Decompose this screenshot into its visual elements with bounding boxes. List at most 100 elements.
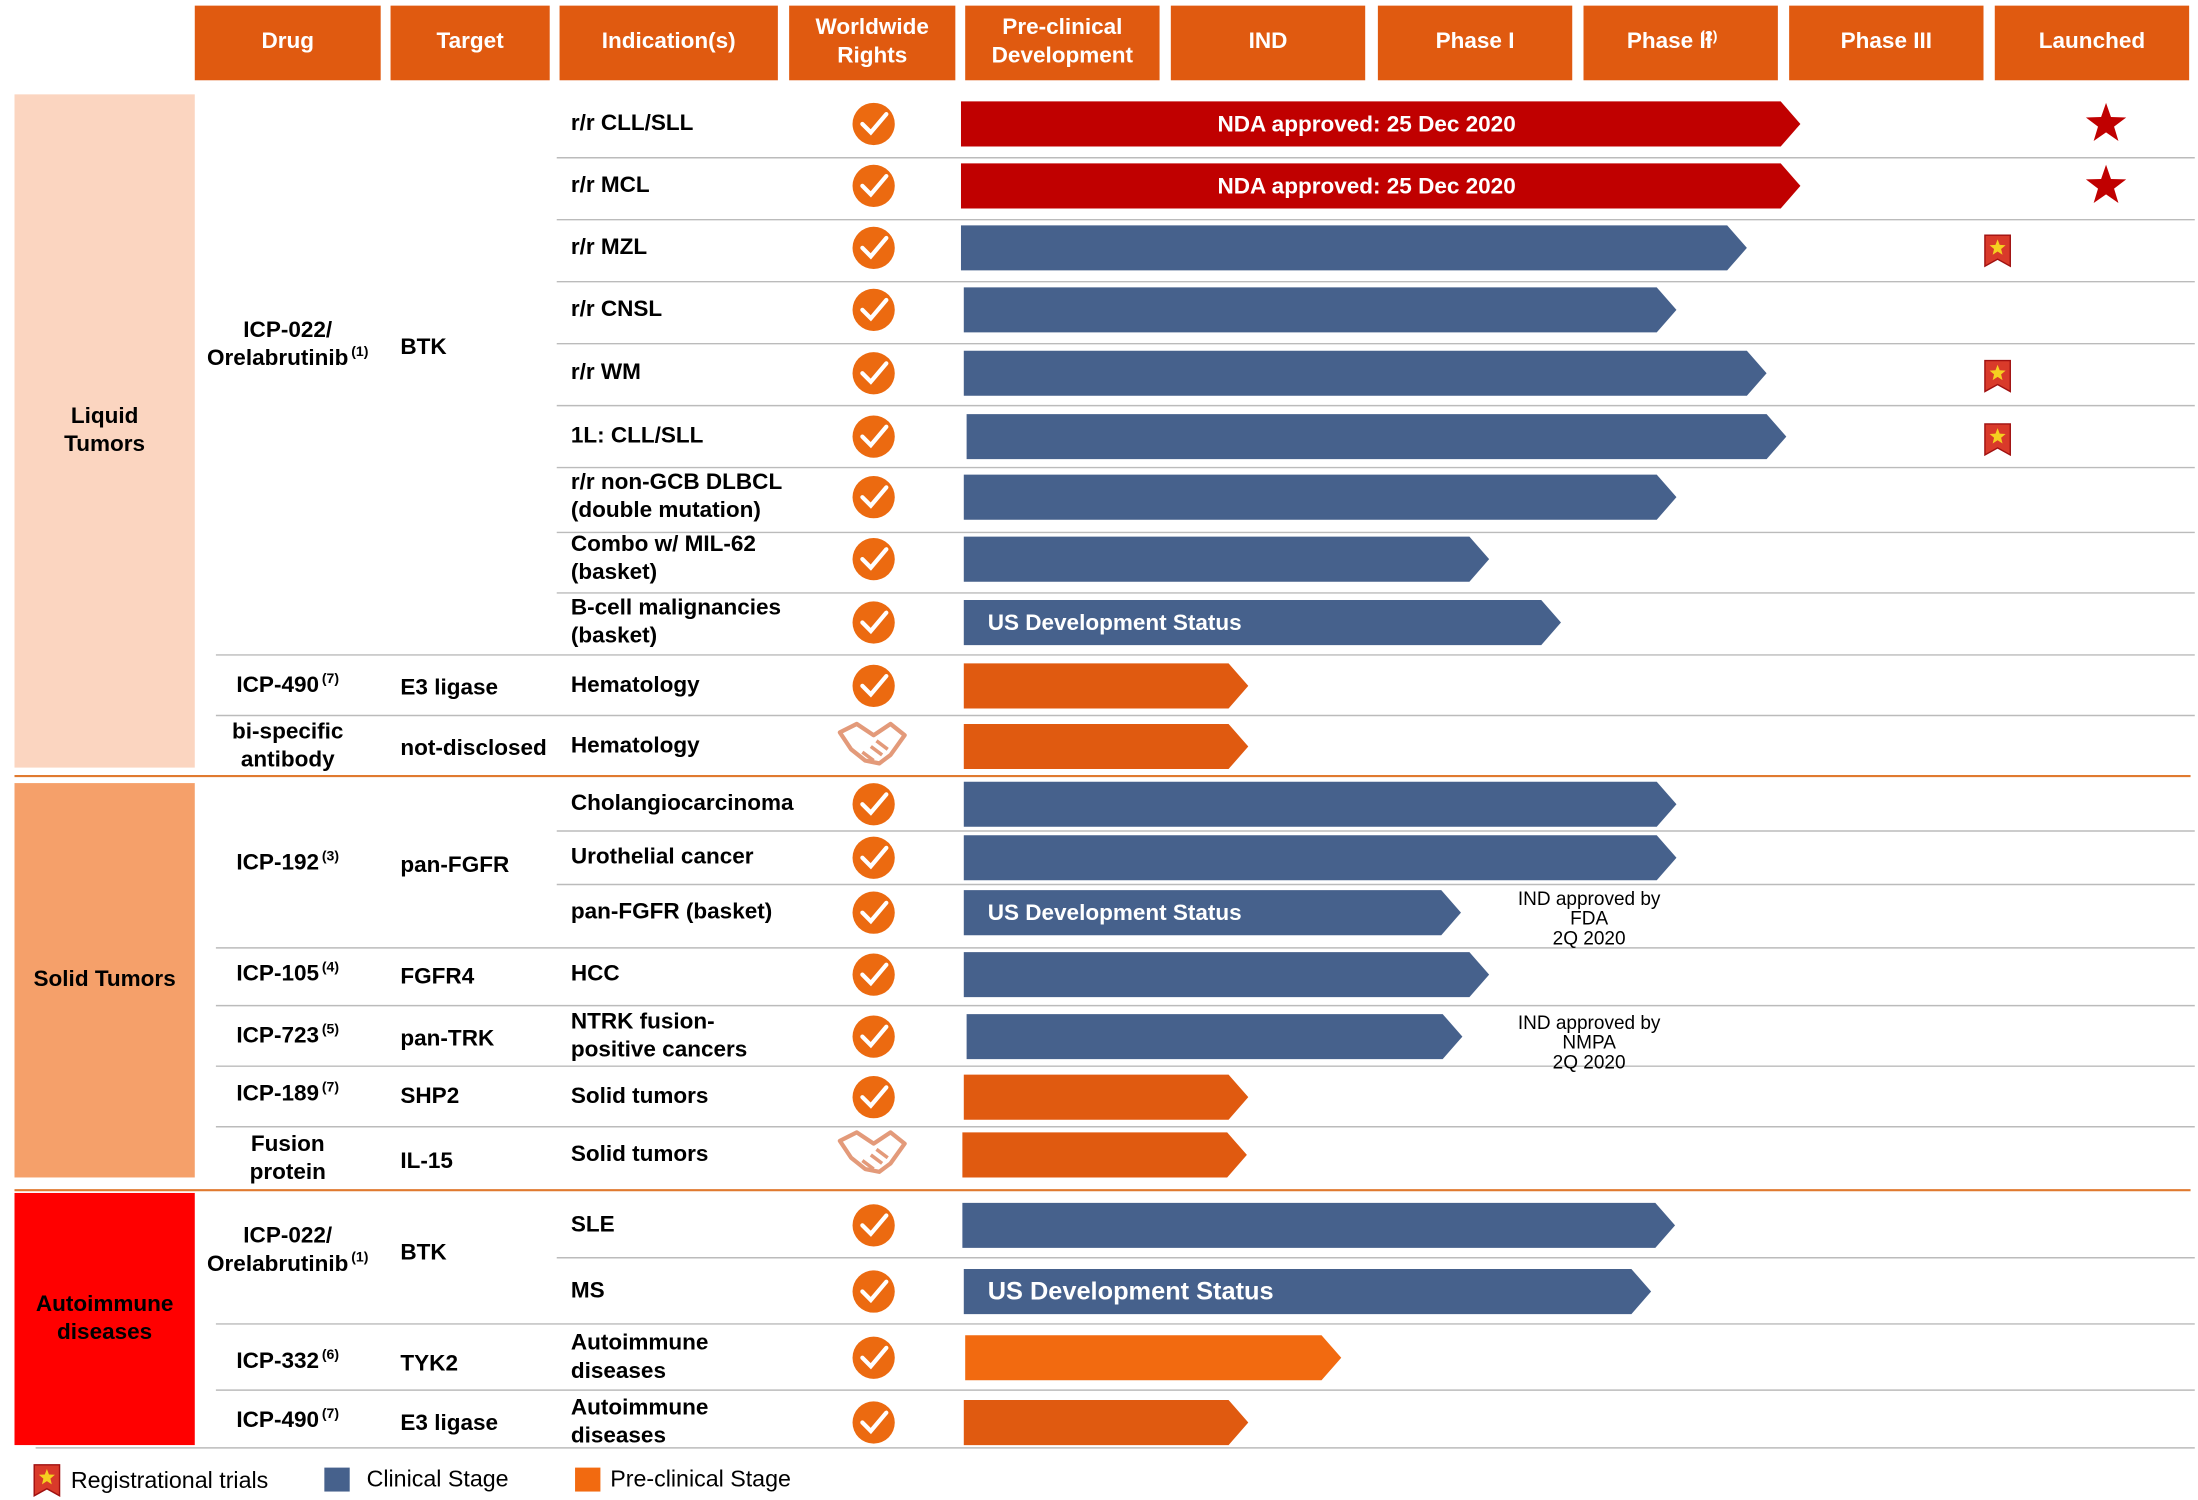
stage-bar xyxy=(963,952,1490,998)
check-icon xyxy=(852,664,895,708)
registrational-star xyxy=(1989,364,2006,381)
stage-bar xyxy=(960,163,1801,209)
drug-name: ICP-490 (7) xyxy=(236,1405,339,1432)
handshake xyxy=(837,721,907,766)
drug-name: ICP-490 (7) xyxy=(236,670,339,697)
stage-bar xyxy=(963,663,1249,709)
check-mark xyxy=(860,111,889,136)
bar-note: 2Q 2020 xyxy=(1553,1052,1626,1073)
drug-name-line: ICP-723 xyxy=(236,1023,319,1048)
drug-target: E3 ligase xyxy=(400,1410,498,1435)
drug-name: ICP-192 (3) xyxy=(236,847,339,874)
check-icon xyxy=(852,1076,895,1119)
indication: 1L: CLL/SLL xyxy=(571,423,704,448)
check-mark xyxy=(860,485,889,509)
check-icon xyxy=(852,1401,895,1444)
drug-name-line: Fusion xyxy=(251,1131,325,1156)
stage-bar xyxy=(963,835,1677,881)
bar-label: US Development Status xyxy=(988,1278,1274,1306)
indication: diseases xyxy=(571,1358,666,1383)
drug-note: (1) xyxy=(351,343,368,359)
indication: r/r CNSL xyxy=(571,296,663,321)
drug-name-line: ICP-022/ xyxy=(243,317,333,342)
drug-target: E3 ligase xyxy=(400,675,498,700)
stage-bar xyxy=(960,225,1747,271)
registrational-star xyxy=(1989,428,2006,444)
stage-bar xyxy=(963,536,1490,582)
drug-name: ICP-723 (5) xyxy=(236,1020,339,1047)
drug-name: antibody xyxy=(241,747,335,772)
drug-name-line: Orelabrutinib xyxy=(207,1251,348,1276)
header-label: Development xyxy=(992,42,1134,67)
indication: r/r WM xyxy=(571,359,641,384)
header-label: Worldwide xyxy=(816,14,929,39)
check-icon xyxy=(852,288,895,331)
check-mark xyxy=(860,235,889,260)
indication: NTRK fusion- xyxy=(571,1008,715,1033)
indication: r/r MZL xyxy=(571,234,648,259)
stage-bar xyxy=(965,1335,1342,1381)
bar-label: NDA approved: 25 Dec 2020 xyxy=(1217,111,1515,136)
drug-target: IL-15 xyxy=(400,1148,453,1173)
drug-note: (7) xyxy=(322,1405,339,1421)
drug-note: (3) xyxy=(322,847,339,863)
group-label: Liquid xyxy=(71,403,139,428)
check-mark xyxy=(860,1213,889,1237)
check-mark xyxy=(860,900,889,925)
drug-name-line: ICP-105 xyxy=(236,961,319,986)
drug-name-line: ICP-332 xyxy=(236,1348,319,1373)
drug-name: protein xyxy=(250,1159,326,1184)
indication: Solid tumors xyxy=(571,1141,709,1166)
check-icon xyxy=(852,476,895,519)
drug-name: Fusion xyxy=(251,1131,325,1156)
bar-note: NMPA xyxy=(1562,1033,1616,1054)
check-icon xyxy=(852,102,895,146)
header-cell xyxy=(194,5,381,81)
check-icon xyxy=(852,836,895,879)
group-label: diseases xyxy=(57,1319,152,1344)
partner-icon xyxy=(837,721,907,766)
check-icon xyxy=(852,538,895,581)
header-cell xyxy=(390,5,550,81)
drug-name-line: protein xyxy=(250,1159,326,1184)
drug-note: (5) xyxy=(322,1020,339,1036)
indication: diseases xyxy=(571,1423,666,1448)
check-icon xyxy=(852,164,895,208)
drug-target: pan-TRK xyxy=(400,1025,495,1050)
bar-note: IND approved by xyxy=(1518,889,1661,910)
stage-bar xyxy=(963,1400,1249,1446)
indication: Combo w/ MIL-62 xyxy=(571,531,756,556)
indication: (basket) xyxy=(571,623,657,648)
check-mark xyxy=(860,1024,889,1049)
header-label: Phase II xyxy=(1627,28,1712,53)
header-label: Pre-clinical xyxy=(1002,14,1122,39)
check-icon xyxy=(852,1270,895,1313)
drug-note: (6) xyxy=(322,1346,339,1362)
drug-name: ICP-105 (4) xyxy=(236,958,339,985)
indication: HCC xyxy=(571,961,620,986)
check-mark xyxy=(860,673,889,698)
drug-name: bi-specific xyxy=(232,718,343,743)
check-icon xyxy=(852,1336,895,1379)
registrational-star xyxy=(1989,239,2006,255)
check-icon xyxy=(852,953,895,996)
handshake-fingers xyxy=(861,739,889,762)
indication: r/r non-GCB DLBCL xyxy=(571,469,783,494)
bar-note: FDA xyxy=(1570,909,1608,930)
check-mark xyxy=(860,297,889,322)
drug-name: ICP-022/ xyxy=(243,1223,333,1248)
drug-name-line: bi-specific xyxy=(232,718,343,743)
indication: Cholangiocarcinoma xyxy=(571,790,794,815)
drug-name: ICP-022/ xyxy=(243,317,333,342)
drug-target: not-disclosed xyxy=(400,735,546,760)
stage-bar xyxy=(963,350,1767,396)
header-label: Indication(s) xyxy=(602,28,736,53)
bar-label: US Development Status xyxy=(988,610,1242,635)
drug-target: TYK2 xyxy=(400,1351,458,1376)
indication: Urothelial cancer xyxy=(571,844,754,869)
header-label: Drug xyxy=(261,28,314,53)
header-label: Phase III xyxy=(1841,28,1932,53)
drug-name-line: ICP-490 xyxy=(236,1407,319,1432)
stage-bar xyxy=(966,414,1787,460)
